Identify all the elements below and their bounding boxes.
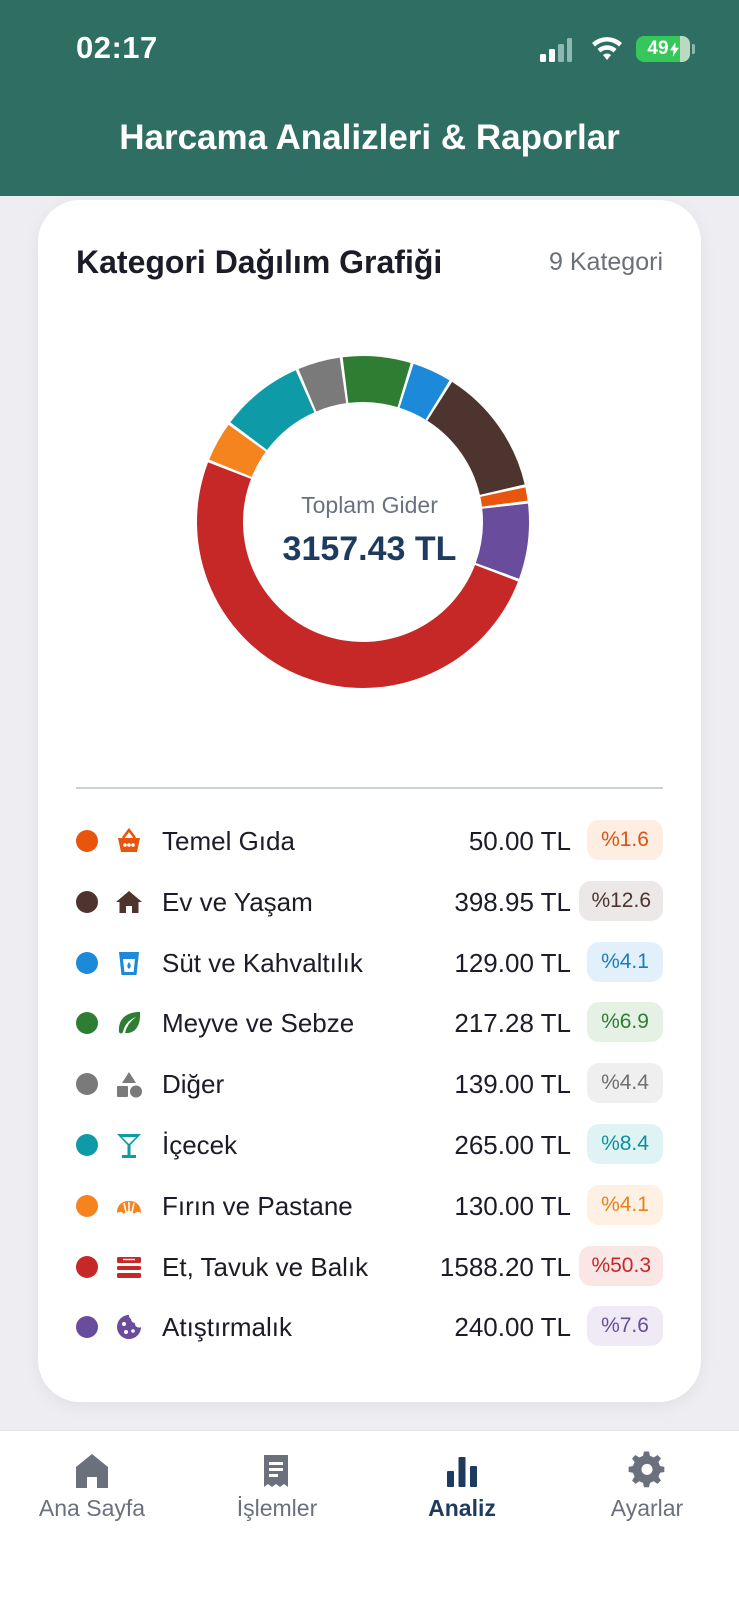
- category-amount: 240.00 TL: [454, 1312, 571, 1343]
- status-time: 02:17: [76, 30, 158, 65]
- donut-slice-8[interactable]: [197, 462, 518, 688]
- house-icon: [116, 890, 142, 913]
- legend-row[interactable]: Temel Gıda 50.00 TL %1.6: [76, 812, 663, 873]
- tab-bar-chart[interactable]: Analiz: [370, 1451, 554, 1522]
- donut-slice-6[interactable]: [230, 370, 315, 450]
- gear-icon: [628, 1451, 665, 1488]
- legend-row[interactable]: Süt ve Kahvaltılık 129.00 TL %4.1: [76, 934, 663, 995]
- cup-icon: [119, 951, 139, 975]
- percentage-badge: %7.6: [587, 1306, 663, 1347]
- percentage-badge: %12.6: [579, 880, 663, 921]
- tab-label: Ana Sayfa: [38, 1495, 146, 1521]
- category-name: Diğer: [162, 1069, 225, 1100]
- donut-slice-3[interactable]: [399, 363, 450, 420]
- page-title: Harcama Analizleri & Raporlar: [119, 118, 620, 157]
- donut-slice-5[interactable]: [298, 357, 347, 412]
- food-tray-icon: [117, 1256, 141, 1278]
- legend-color-dot: [76, 951, 98, 974]
- wifi-icon: [592, 37, 622, 60]
- category-amount: 398.95 TL: [454, 886, 571, 917]
- percentage-badge: %4.4: [587, 1063, 663, 1104]
- legend-row[interactable]: Fırın ve Pastane 130.00 TL %4.1: [76, 1177, 663, 1238]
- cocktail-icon: [117, 1133, 141, 1158]
- category-count: 9 Kategori: [549, 248, 663, 276]
- cellular-signal-icon: [540, 38, 572, 62]
- card-title: Kategori Dağılım Grafiği: [76, 244, 443, 280]
- category-name: Temel Gıda: [162, 826, 295, 856]
- basket-icon: [118, 827, 140, 852]
- category-name: Süt ve Kahvaltılık: [162, 947, 363, 978]
- donut-slice-1[interactable]: [480, 487, 528, 507]
- legend-color-dot: [76, 890, 98, 913]
- category-name: Et, Tavuk ve Balık: [162, 1251, 369, 1282]
- total-amount: 3157.43 TL: [282, 530, 457, 568]
- legend-color-dot: [76, 1255, 98, 1278]
- legend-color-dot: [76, 1073, 98, 1096]
- charging-bolt-icon: [669, 41, 679, 57]
- tab-label: İşlemler: [236, 1495, 318, 1521]
- tab-receipt[interactable]: İşlemler: [185, 1451, 369, 1522]
- battery-indicator: 49: [636, 36, 690, 62]
- donut-chart: [197, 356, 529, 688]
- leaf-icon: [118, 1012, 141, 1034]
- category-name: Atıştırmalık: [162, 1312, 293, 1343]
- donut-slice-2[interactable]: [427, 381, 525, 495]
- category-name: Fırın ve Pastane: [162, 1190, 353, 1221]
- category-amount: 50.00 TL: [468, 826, 571, 856]
- tab-gear[interactable]: Ayarlar: [555, 1451, 739, 1522]
- bottom-tab-bar: Ana Sayfa İşlemler Analiz Ayarlar: [0, 1430, 739, 1600]
- tab-label: Ayarlar: [610, 1495, 684, 1521]
- croissant-icon: [117, 1200, 141, 1214]
- category-name: Meyve ve Sebze: [162, 1008, 355, 1039]
- shapes-icon: [117, 1072, 142, 1098]
- percentage-badge: %1.6: [587, 820, 663, 860]
- legend-row[interactable]: İçecek 265.00 TL %8.4: [76, 1116, 663, 1177]
- legend-color-dot: [76, 830, 98, 852]
- legend-row[interactable]: Meyve ve Sebze 217.28 TL %6.9: [76, 994, 663, 1055]
- app-header: 02:17 49 Harcama Analizleri & Raporlar: [0, 0, 739, 196]
- divider: [76, 787, 663, 789]
- bar-chart-icon: [447, 1457, 477, 1487]
- category-amount: 217.28 TL: [454, 1008, 571, 1039]
- tab-home[interactable]: Ana Sayfa: [0, 1451, 184, 1522]
- category-amount: 265.00 TL: [454, 1129, 571, 1160]
- donut-slice-4[interactable]: [342, 356, 411, 408]
- legend-color-dot: [76, 1194, 98, 1217]
- home-icon: [76, 1454, 108, 1488]
- legend-color-dot: [76, 1133, 98, 1156]
- category-name: İçecek: [162, 1129, 238, 1160]
- legend-row[interactable]: Atıştırmalık 240.00 TL %7.6: [76, 1298, 663, 1359]
- percentage-badge: %6.9: [587, 1002, 663, 1043]
- category-legend: Temel Gıda 50.00 TL %1.6 Ev ve Yaşam 398.95 …: [76, 812, 663, 1359]
- donut-slice-7[interactable]: [209, 424, 266, 477]
- donut-slice-9[interactable]: [475, 503, 529, 579]
- legend-row[interactable]: Diğer 139.00 TL %4.4: [76, 1055, 663, 1116]
- legend-color-dot: [76, 1316, 98, 1339]
- legend-row[interactable]: Et, Tavuk ve Balık 1588.20 TL %50.3: [76, 1238, 663, 1299]
- category-name: Ev ve Yaşam: [162, 886, 313, 917]
- category-distribution-card: Kategori Dağılım Grafiği 9 Kategori Topl…: [38, 200, 701, 1402]
- percentage-badge: %4.1: [587, 1184, 663, 1225]
- percentage-badge: %50.3: [579, 1245, 663, 1286]
- tab-label: Analiz: [428, 1495, 496, 1521]
- battery-tip: [692, 44, 695, 54]
- percentage-badge: %8.4: [587, 1123, 663, 1164]
- percentage-badge: %4.1: [587, 941, 663, 982]
- category-amount: 130.00 TL: [454, 1190, 571, 1221]
- cookie-icon: [117, 1315, 141, 1340]
- legend-color-dot: [76, 1012, 98, 1035]
- receipt-icon: [264, 1455, 288, 1487]
- battery-level: 49: [647, 38, 669, 59]
- category-amount: 1588.20 TL: [439, 1251, 571, 1282]
- total-label: Toplam Gider: [301, 492, 438, 518]
- category-amount: 139.00 TL: [454, 1069, 571, 1100]
- category-amount: 129.00 TL: [454, 947, 571, 978]
- legend-row[interactable]: Ev ve Yaşam 398.95 TL %12.6: [76, 873, 663, 934]
